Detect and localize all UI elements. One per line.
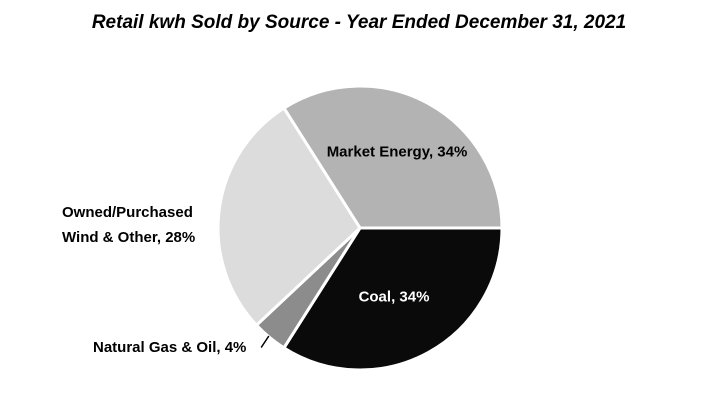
slice-label-owned-purchased-wind-other: Owned/Purchased Wind & Other, 28% <box>62 200 195 250</box>
chart-title: Retail kwh Sold by Source - Year Ended D… <box>91 12 627 33</box>
slice-label-line-2: Wind & Other, 28% <box>62 229 196 246</box>
pie-slice-owned-purchased-wind-other <box>216 106 362 327</box>
pie-slices <box>216 84 504 372</box>
slice-label-natural-gas-oil: Natural Gas & Oil, 4% <box>93 339 247 356</box>
slice-label-line-1: Owned/Purchased <box>62 204 193 221</box>
slice-label-coal: Coal, 34% <box>358 288 430 306</box>
slice-label-market-energy: Market Energy, 34% <box>326 143 468 161</box>
leader-line-natural-gas-oil <box>260 335 270 348</box>
